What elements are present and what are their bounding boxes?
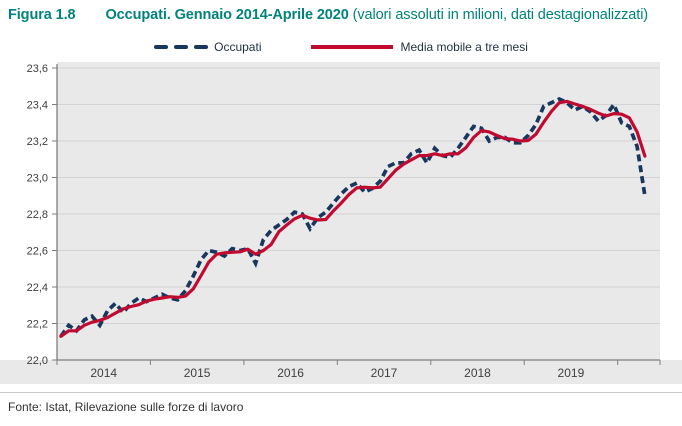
y-tick-label: 23,6 — [27, 63, 48, 75]
x-tick-label: 2019 — [558, 366, 585, 380]
legend-item-occupati: Occupati — [154, 40, 261, 54]
y-tick-label: 23,4 — [27, 100, 48, 112]
source-note: Fonte: Istat, Rilevazione sulle forze di… — [8, 400, 244, 414]
dashed-line-icon — [154, 44, 209, 50]
x-tick-label: 2017 — [371, 366, 398, 380]
y-tick-label: 23,2 — [27, 136, 48, 148]
y-tick-label: 22,2 — [27, 319, 48, 331]
x-tick-label: 2015 — [184, 366, 211, 380]
legend-item-media-mobile: Media mobile a tre mesi — [311, 40, 528, 54]
x-tick-label: 2018 — [464, 366, 491, 380]
plot-background — [57, 62, 660, 360]
chart-legend: Occupati Media mobile a tre mesi — [0, 36, 682, 58]
employment-line-chart: 23,6 23,4 23,2 23,0 22,8 22,6 22,4 22,2 22,0 2014… — [0, 62, 682, 384]
solid-line-icon — [311, 45, 394, 49]
x-tick-label: 2016 — [277, 366, 304, 380]
xaxis-label-strip — [0, 360, 682, 384]
x-tick-label: 2014 — [90, 366, 117, 380]
y-tick-label: 22,0 — [27, 355, 48, 367]
figure-title: Occupati. Gennaio 2014-Aprile 2020 — [105, 7, 349, 23]
figure-number: Figura 1.8 — [8, 7, 76, 23]
figure-subtitle: (valori assoluti in milioni, dati destag… — [348, 7, 649, 23]
legend-label-media-mobile: Media mobile a tre mesi — [400, 40, 528, 54]
footer-divider — [0, 392, 682, 393]
y-tick-label: 23,0 — [27, 173, 48, 185]
media-mobile-line — [59, 99, 647, 338]
y-tick-label: 22,8 — [27, 209, 48, 221]
figure-header: Figura 1.8 Occupati. Gennaio 2014-Aprile … — [8, 7, 680, 23]
y-tick-label: 22,6 — [27, 246, 48, 258]
occupati-line — [59, 96, 647, 338]
y-tick-label: 22,4 — [27, 282, 48, 294]
legend-label-occupati: Occupati — [214, 40, 262, 54]
